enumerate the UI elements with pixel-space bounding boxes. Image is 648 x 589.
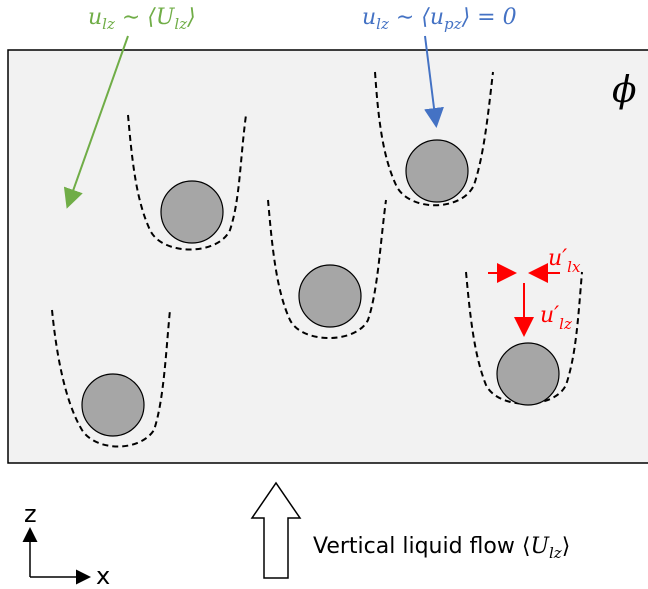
- particle: [160, 180, 224, 244]
- axis-label-x: x: [96, 562, 110, 589]
- flow-arrow: [250, 481, 302, 579]
- wake-outline: [267, 199, 387, 339]
- bubble-1: [51, 309, 171, 448]
- green-arrow: [63, 35, 129, 209]
- red-label-lx: u′lx: [548, 246, 581, 276]
- particle: [81, 373, 145, 437]
- field-symbol: ϕ: [612, 70, 637, 111]
- bubble-2: [127, 114, 247, 251]
- wake-outline: [127, 114, 247, 251]
- blue-annotation: ulz ∼ ⟨upz⟩ = 0: [362, 5, 517, 33]
- flow-label: Vertical liquid flow ⟨Ulz⟩: [313, 534, 570, 562]
- bubble-4: [374, 71, 494, 207]
- bubble-5: [465, 271, 583, 406]
- green-annotation: ulz ∼ ⟨Ulz⟩: [88, 5, 196, 33]
- axes-indicator: z x: [22, 500, 110, 589]
- wake-outline: [374, 71, 494, 207]
- particle: [496, 342, 560, 406]
- bubble-3: [267, 199, 387, 339]
- red-label-lz: u′lz: [540, 303, 572, 333]
- particle: [298, 264, 362, 328]
- particle: [405, 139, 469, 203]
- wake-outline: [51, 309, 171, 448]
- blue-arrow: [424, 35, 444, 128]
- axis-label-z: z: [24, 500, 37, 528]
